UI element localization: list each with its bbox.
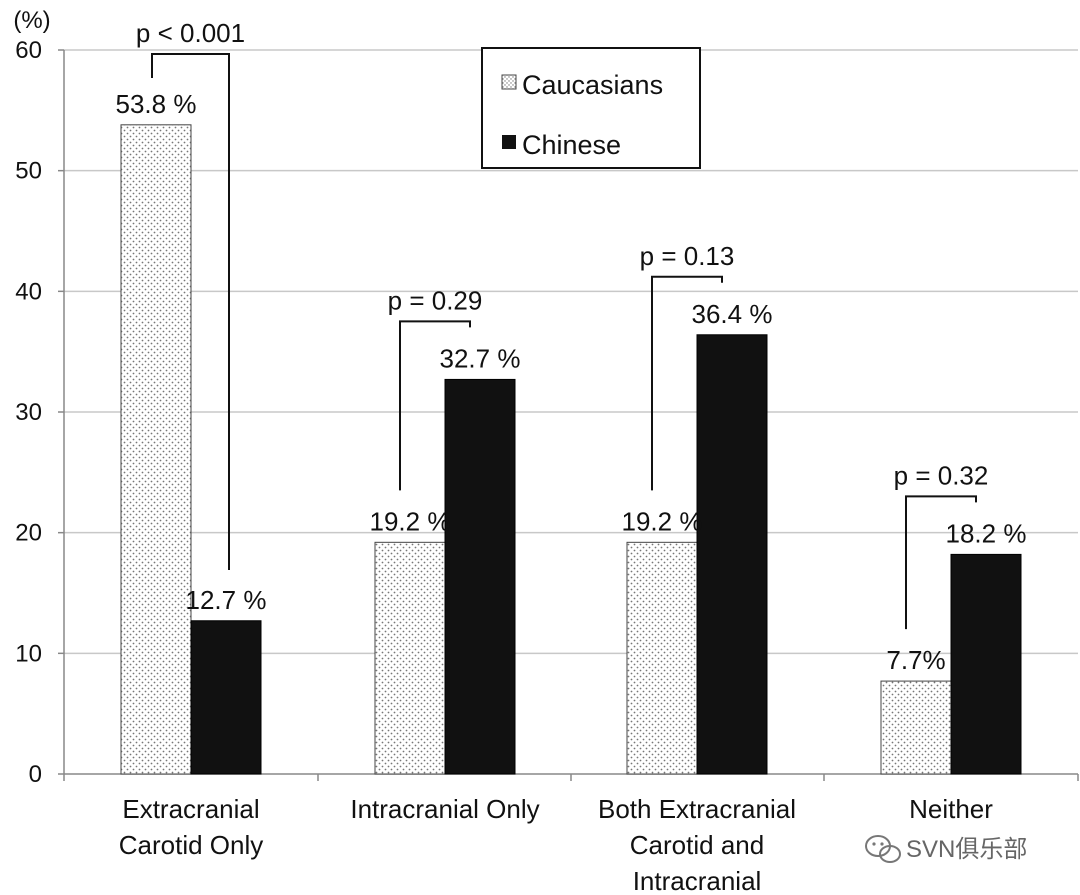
x-category-label: Extracranial <box>122 794 259 824</box>
p-value-brackets: p < 0.001 p = 0.29 p = 0.13 p = 0.32 <box>136 18 989 630</box>
data-labels: 53.8 % 12.7 % 19.2 % 32.7 % 19.2 % 36.4 % 7.7%… <box>116 89 1027 675</box>
data-label-caucasians: 7.7% <box>886 645 945 675</box>
y-tick-label: 30 <box>15 399 42 426</box>
bar-chinese <box>190 620 262 775</box>
p-value-label: p = 0.32 <box>894 460 989 490</box>
x-category-label: Intracranial Only <box>350 794 539 824</box>
legend-label-caucasians: Caucasians <box>522 70 663 100</box>
bar-caucasians <box>374 541 446 775</box>
watermark-text: SVN俱乐部 <box>906 836 1027 863</box>
data-label-chinese: 18.2 % <box>946 518 1027 548</box>
x-category-label: Carotid Only <box>119 830 264 860</box>
bar-chinese <box>950 553 1022 775</box>
p-value-label: p < 0.001 <box>136 18 245 48</box>
data-label-chinese: 36.4 % <box>692 299 773 329</box>
legend-swatch-caucasians <box>501 74 517 90</box>
p-value-bracket <box>651 275 723 491</box>
x-category-label: Carotid and <box>630 830 764 860</box>
x-category-label: Neither <box>909 794 993 824</box>
y-unit-label: (%) <box>13 7 50 34</box>
p-value-bracket <box>399 320 471 491</box>
x-category-label: Intracranial <box>633 866 762 895</box>
y-tick-label: 0 <box>29 761 42 788</box>
p-value-label: p = 0.13 <box>640 241 735 271</box>
legend-label-chinese: Chinese <box>522 130 621 160</box>
legend-swatch-chinese <box>502 135 516 149</box>
y-tick-label: 50 <box>15 158 42 185</box>
wechat-icon <box>865 835 901 863</box>
legend: Caucasians Chinese <box>481 47 701 169</box>
data-label-chinese: 12.7 % <box>186 585 267 615</box>
y-tick-label: 60 <box>15 37 42 64</box>
y-tick-label: 40 <box>15 278 42 305</box>
p-value-label: p = 0.29 <box>388 285 483 315</box>
bar-chinese <box>696 334 768 775</box>
data-label-caucasians: 19.2 % <box>370 506 451 536</box>
axes: 0 10 20 30 40 50 60 (%) Extracranial Carotid Only… <box>13 7 1079 895</box>
p-value-bracket <box>905 495 977 630</box>
y-tick-label: 10 <box>15 640 42 667</box>
x-category-label: Both Extracranial <box>598 794 796 824</box>
watermark: SVN俱乐部 <box>865 835 1027 863</box>
bar-caucasians <box>880 680 952 775</box>
bars <box>120 124 1022 775</box>
data-label-chinese: 32.7 % <box>440 343 521 373</box>
data-label-caucasians: 19.2 % <box>622 506 703 536</box>
p-value-bracket <box>151 53 230 570</box>
bar-chinese <box>444 378 516 775</box>
bar-caucasians <box>626 541 698 775</box>
bar-caucasians <box>120 124 192 775</box>
legend-box <box>481 47 701 169</box>
data-label-caucasians: 53.8 % <box>116 89 197 119</box>
y-tick-label: 20 <box>15 520 42 547</box>
